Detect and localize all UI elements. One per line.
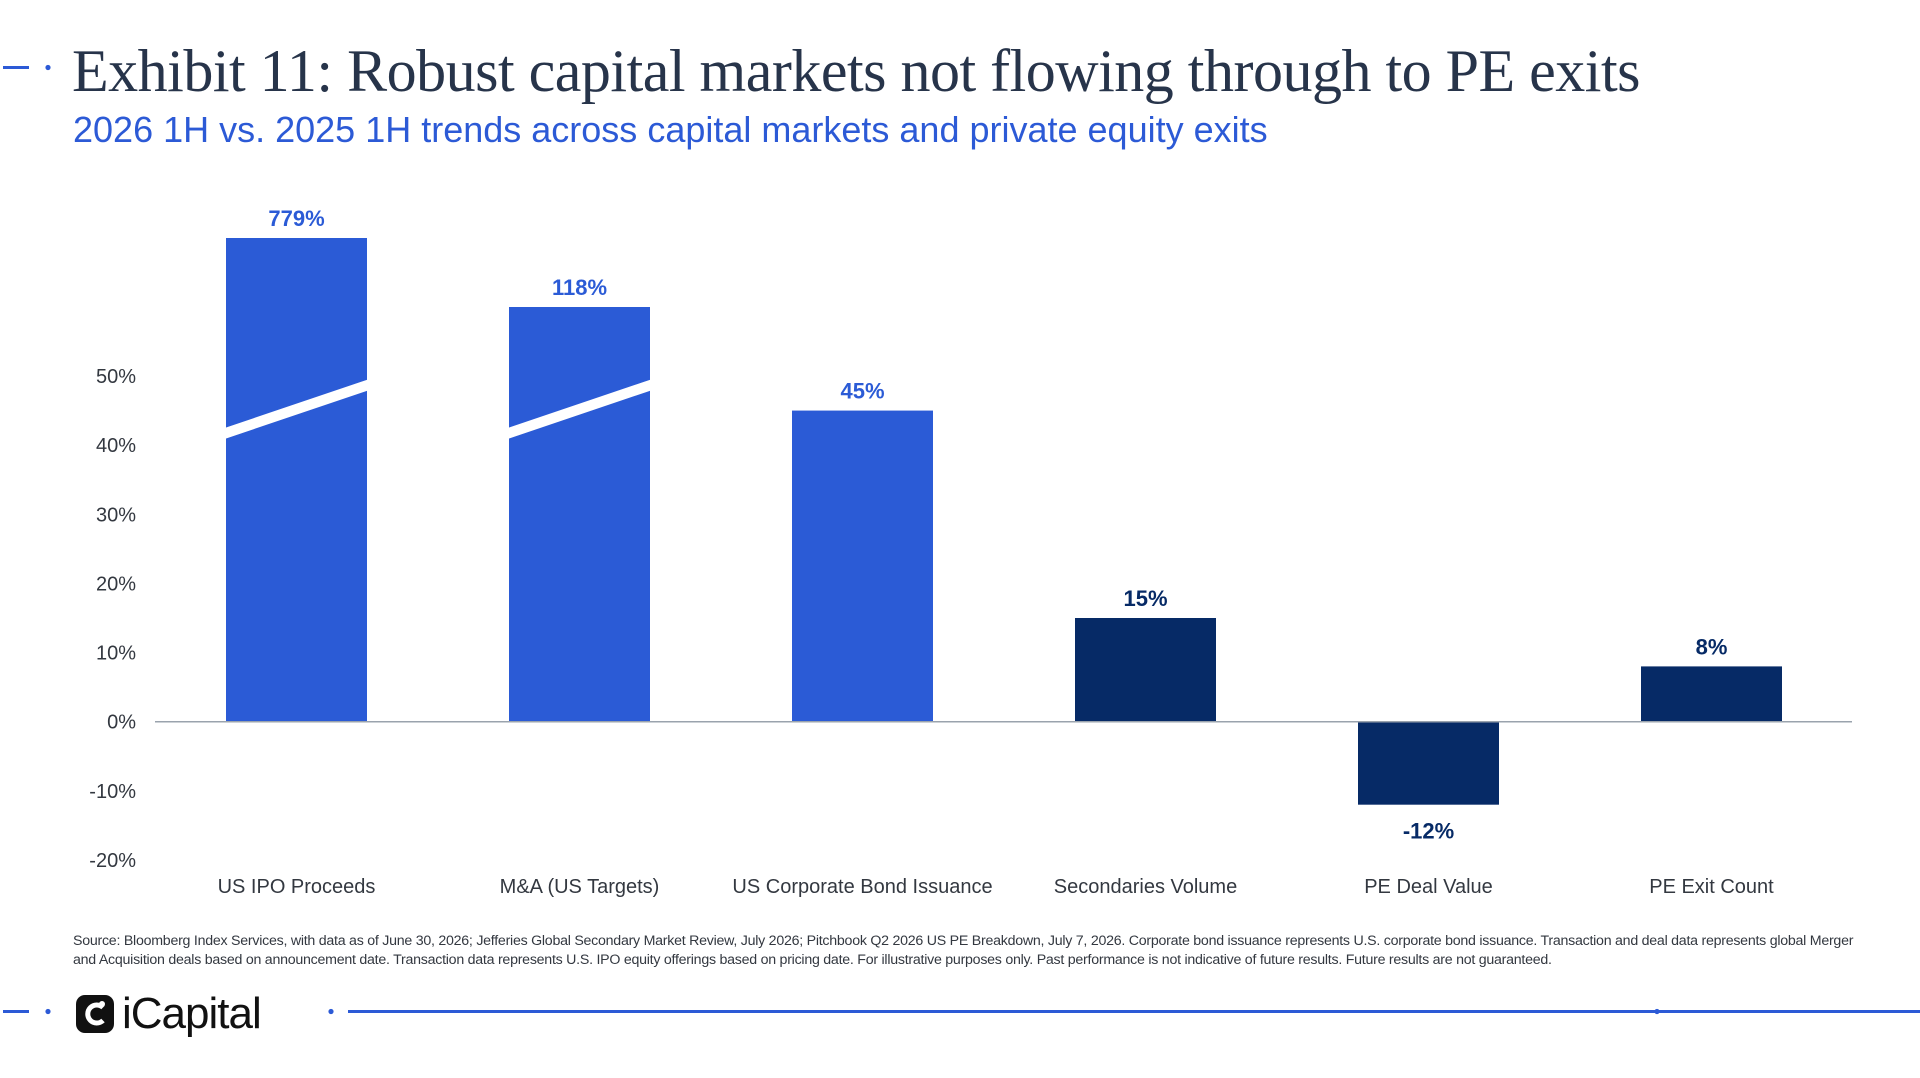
data-label: 8% <box>1696 634 1728 659</box>
y-tick-label: 0% <box>107 712 136 734</box>
x-axis: US IPO Proceeds M&A (US Targets) US Corpor… <box>218 876 1775 898</box>
axis-break-mark <box>225 379 368 439</box>
data-label: 45% <box>840 379 884 404</box>
data-label: 15% <box>1123 586 1167 611</box>
x-tick-label: US IPO Proceeds <box>218 876 376 898</box>
source-note: Source: Bloomberg Index Services, with d… <box>73 933 1854 968</box>
y-tick-label: 40% <box>96 435 136 457</box>
footer-rule-decoration <box>328 1008 1920 1015</box>
y-axis: -20% -10% 0% 10% 20% 30% 40% 50% <box>89 366 136 872</box>
bar-chart: -20% -10% 0% 10% 20% 30% 40% 50% US IPO Proceed… <box>89 206 1852 898</box>
data-label: 118% <box>552 275 607 300</box>
x-tick-label: PE Exit Count <box>1649 876 1774 898</box>
bar-pe-exit-count <box>1641 666 1782 722</box>
footer-dash-decoration <box>3 1008 51 1015</box>
data-label: -12% <box>1403 819 1454 844</box>
brand-logo: iCapital <box>76 989 262 1038</box>
axis-break-mark <box>508 379 651 439</box>
bar-us-corporate-bond-issuance <box>792 410 933 722</box>
bars-group <box>225 238 1782 805</box>
y-tick-label: 30% <box>96 504 136 526</box>
x-tick-label: M&A (US Targets) <box>500 876 660 898</box>
data-labels-group: 779% 118% 45% 15% -12% 8% <box>268 206 1727 844</box>
brand-name: iCapital <box>122 989 262 1038</box>
icapital-logo-icon <box>76 995 114 1033</box>
bar-m-a-us-targets- <box>509 307 650 722</box>
x-tick-label: Secondaries Volume <box>1054 876 1237 898</box>
y-tick-label: 50% <box>96 366 136 388</box>
y-tick-label: -10% <box>89 781 136 803</box>
y-tick-label: -20% <box>89 850 136 872</box>
bar-secondaries-volume <box>1075 618 1216 722</box>
y-tick-label: 10% <box>96 643 136 665</box>
x-tick-label: US Corporate Bond Issuance <box>732 876 992 898</box>
bar-us-ipo-proceeds <box>226 238 367 722</box>
data-label: 779% <box>268 206 324 231</box>
page-title: Exhibit 11: Robust capital markets not f… <box>72 38 1640 104</box>
page-subtitle: 2026 1H vs. 2025 1H trends across capita… <box>73 109 1268 150</box>
header-dash-decoration <box>3 64 51 71</box>
x-tick-label: PE Deal Value <box>1364 876 1493 898</box>
y-tick-label: 20% <box>96 573 136 595</box>
bar-pe-deal-value <box>1358 721 1499 805</box>
